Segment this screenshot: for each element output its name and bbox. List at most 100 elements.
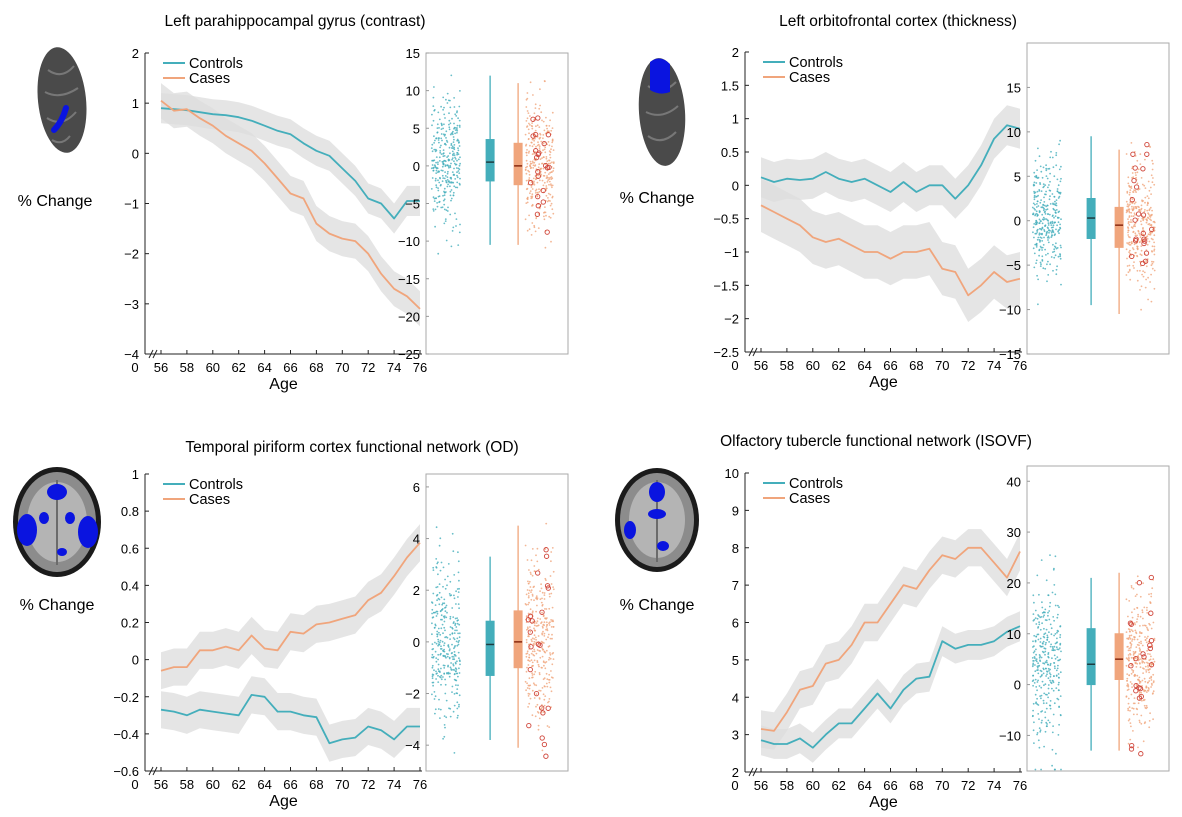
jitter-point [1060, 283, 1062, 286]
x-tick-label: 60 [206, 360, 220, 375]
jitter-point [1141, 273, 1143, 276]
jitter-point [1034, 203, 1036, 206]
jitter-point [1149, 281, 1151, 283]
jitter-point [1149, 231, 1151, 234]
jitter-point [1034, 175, 1036, 178]
jitter-point [457, 684, 459, 687]
jitter-point [1045, 190, 1047, 193]
jitter-point [1137, 217, 1139, 220]
jitter-point [435, 526, 438, 529]
highlight-point [1140, 651, 1146, 657]
jitter-point [1033, 650, 1036, 653]
jitter-point [1128, 251, 1130, 254]
jitter-point [544, 651, 547, 654]
jitter-point [1152, 177, 1154, 179]
jitter-point [452, 616, 455, 618]
jitter-point [552, 149, 555, 152]
jitter-point [449, 122, 452, 125]
jitter-point [445, 139, 448, 142]
jitter-point [1040, 263, 1042, 266]
jitter-point [1131, 247, 1134, 249]
jitter-point [1052, 230, 1054, 232]
jitter-point [1032, 709, 1034, 712]
jitter-point [1035, 635, 1038, 638]
jitter-point [527, 706, 529, 708]
jitter-point [451, 171, 454, 174]
jitter-point [532, 586, 535, 589]
jitter-point [545, 177, 548, 180]
jitter-point [1135, 621, 1138, 623]
jitter-point [1034, 214, 1036, 217]
jitter-point [1044, 667, 1047, 670]
jitter-point [548, 700, 550, 703]
highlight-point [535, 173, 541, 179]
jitter-point [450, 668, 452, 670]
jitter-point [443, 598, 446, 601]
jitter-point [533, 143, 535, 146]
y-tick-label: −5 [1006, 258, 1021, 273]
x-tick-label: 76 [1013, 358, 1027, 373]
jitter-point [446, 210, 449, 212]
jitter-point [1047, 719, 1050, 722]
jitter-point [526, 97, 529, 100]
jitter-point [1144, 209, 1146, 211]
highlight-point [540, 710, 546, 716]
jitter-point [1033, 601, 1035, 604]
jitter-point [1048, 610, 1051, 612]
jitter-point [537, 712, 540, 714]
jitter-point [453, 693, 456, 695]
jitter-point [456, 153, 458, 156]
jitter-point [1132, 225, 1135, 228]
jitter-point [442, 585, 444, 588]
jitter-point [438, 544, 441, 547]
jitter-point [1126, 673, 1129, 675]
jitter-point [528, 589, 531, 592]
jitter-point [541, 706, 544, 709]
panel-olfactory-tubercle: Olfactory tubercle functional network (I… [615, 433, 1170, 811]
axis-break-mark [152, 349, 158, 359]
jitter-point [458, 607, 460, 610]
jitter-point [547, 141, 550, 143]
jitter-point [447, 183, 449, 186]
jitter-point [1141, 183, 1144, 186]
jitter-point [1126, 677, 1129, 680]
jitter-point [457, 651, 460, 654]
ci-band-cases [161, 83, 420, 327]
jitter-point [434, 712, 436, 715]
jitter-point [1127, 719, 1130, 722]
jitter-point [1139, 631, 1141, 633]
jitter-point [458, 639, 460, 642]
jitter-point [451, 145, 454, 148]
jitter-point [532, 682, 535, 685]
series-line-controls [160, 107, 420, 220]
jitter-point [1049, 673, 1052, 676]
jitter-point [440, 169, 443, 172]
jitter-point [1044, 619, 1047, 621]
jitter-point [543, 218, 546, 221]
jitter-point [446, 164, 449, 167]
jitter-point [457, 170, 460, 172]
jitter-point [454, 129, 457, 132]
jitter-point [541, 666, 543, 669]
x-tick-label: 68 [309, 360, 323, 375]
jitter-point [455, 218, 458, 221]
jitter-point [1152, 221, 1155, 223]
jitter-point [551, 161, 553, 164]
jitter-point [1127, 628, 1130, 630]
jitter-point [549, 153, 551, 156]
jitter-point [1060, 165, 1062, 168]
jitter-point [548, 159, 551, 162]
jitter-point [1151, 181, 1154, 184]
jitter-point [437, 573, 439, 576]
jitter-point [1047, 252, 1049, 255]
jitter-point [526, 92, 529, 94]
jitter-point [534, 230, 537, 233]
jitter-point [549, 156, 552, 159]
jitter-point [440, 678, 443, 681]
jitter-point [1054, 233, 1056, 236]
jitter-point [435, 186, 438, 189]
jitter-point [440, 674, 443, 677]
highlight-point [1140, 166, 1146, 172]
jitter-point [1140, 714, 1143, 717]
y-tick-label: −10 [398, 234, 420, 249]
